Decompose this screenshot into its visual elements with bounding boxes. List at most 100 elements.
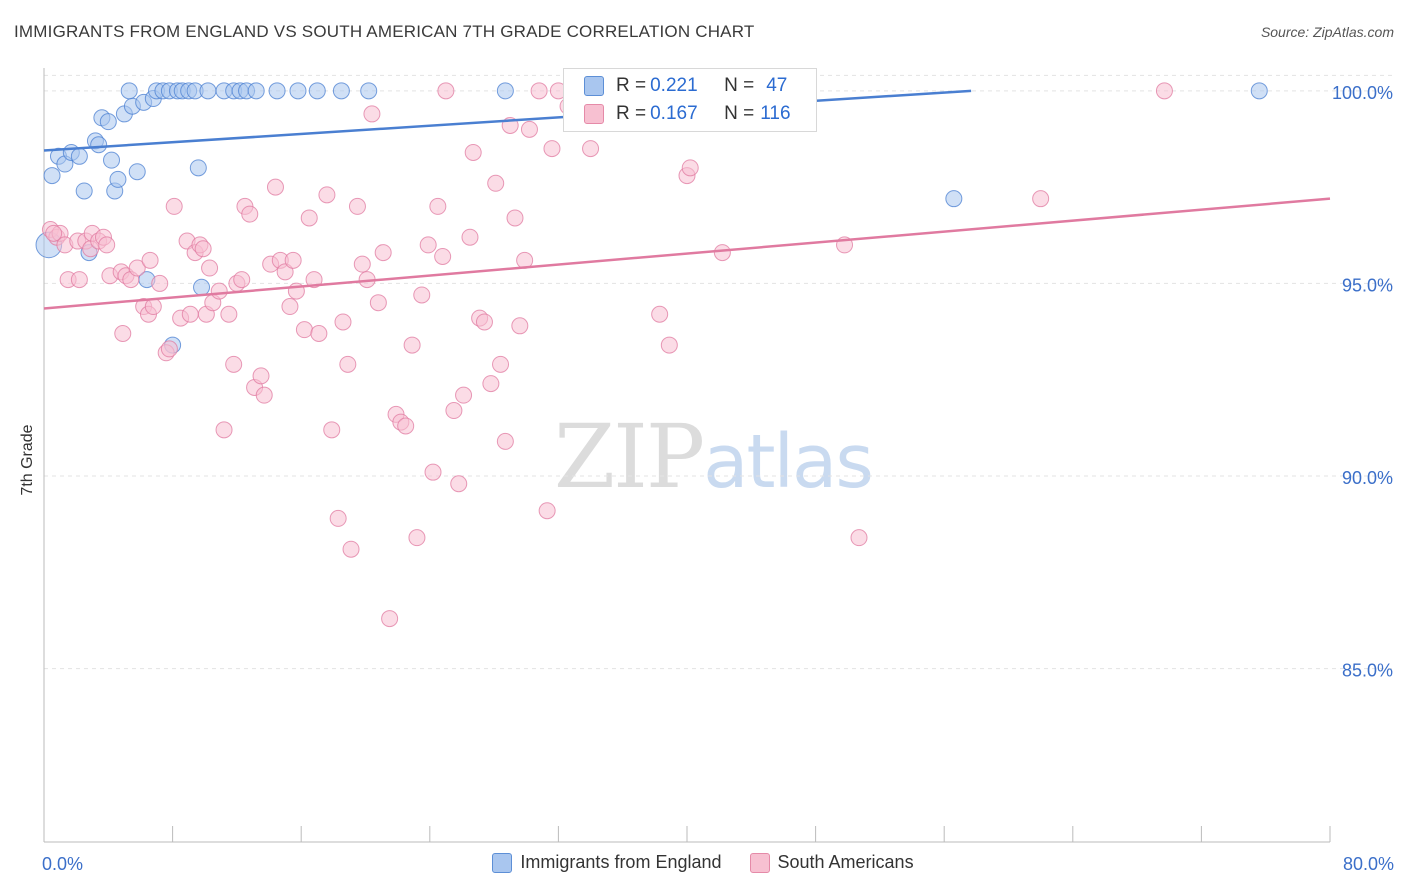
- trend-line-england: [43, 89, 972, 152]
- point-england: [332, 82, 350, 100]
- point-england: [199, 82, 217, 100]
- point-south-americans: [281, 298, 299, 316]
- point-south-americans: [151, 274, 169, 292]
- point-south-americans: [310, 325, 328, 343]
- point-south-americans: [160, 340, 178, 358]
- point-south-americans: [492, 355, 510, 373]
- point-south-americans: [437, 82, 455, 100]
- point-south-americans: [233, 271, 251, 289]
- point-south-americans: [582, 140, 600, 158]
- legend-item-south-americans[interactable]: South Americans: [749, 852, 914, 873]
- point-south-americans: [363, 105, 381, 123]
- point-south-americans: [681, 159, 699, 177]
- point-england: [75, 182, 93, 200]
- point-south-americans: [342, 540, 360, 558]
- point-south-americans: [300, 209, 318, 227]
- point-south-americans: [369, 294, 387, 312]
- point-south-americans: [329, 509, 347, 527]
- point-south-americans: [241, 205, 259, 223]
- england-n-label: N =: [724, 75, 755, 96]
- point-england: [945, 190, 963, 208]
- point-south-americans: [397, 417, 415, 435]
- point-south-americans: [455, 386, 473, 404]
- point-south-americans: [424, 463, 442, 481]
- point-south-americans: [201, 259, 219, 277]
- point-england: [99, 113, 117, 131]
- point-south-americans: [194, 240, 212, 258]
- point-south-americans: [403, 336, 421, 354]
- y-tick-label: 85.0%: [1342, 661, 1393, 681]
- point-south-americans: [305, 271, 323, 289]
- point-south-americans: [225, 355, 243, 373]
- point-england: [308, 82, 326, 100]
- point-south-americans: [445, 402, 463, 420]
- point-south-americans: [482, 375, 500, 393]
- point-england: [268, 82, 286, 100]
- point-england: [103, 151, 121, 169]
- point-south-americans: [651, 305, 669, 323]
- point-england: [43, 167, 61, 185]
- x-tick-label-max: 80.0%: [1343, 854, 1394, 874]
- trend-line-south-americans: [43, 197, 1331, 310]
- point-south-americans: [70, 271, 88, 289]
- point-south-americans: [1155, 82, 1173, 100]
- chart-title: IMMIGRANTS FROM ENGLAND VS SOUTH AMERICA…: [14, 22, 755, 41]
- stats-row-england: R = 0.221 N = 47: [584, 75, 787, 97]
- point-south-americans: [353, 255, 371, 273]
- point-south-americans: [128, 259, 146, 277]
- point-england: [120, 82, 138, 100]
- point-south-americans: [408, 529, 426, 547]
- legend-swatch-england: [492, 852, 513, 873]
- point-south-americans: [429, 197, 447, 215]
- point-south-americans: [318, 186, 336, 204]
- stats-legend: R = 0.221 N = 47 R = 0.167 N = 116: [563, 68, 817, 132]
- legend-label-south-americans: South Americans: [777, 852, 914, 872]
- point-england: [109, 170, 127, 188]
- south-americans-r-label: R =: [616, 103, 647, 124]
- point-south-americans: [475, 313, 493, 331]
- point-south-americans: [487, 174, 505, 192]
- point-south-americans: [434, 247, 452, 265]
- watermark: ZIPatlas: [554, 405, 874, 508]
- point-south-americans: [413, 286, 431, 304]
- point-south-americans: [381, 610, 399, 628]
- point-south-americans: [1032, 190, 1050, 208]
- point-south-americans: [660, 336, 678, 354]
- point-south-americans: [141, 251, 159, 269]
- point-south-americans: [530, 82, 548, 100]
- point-south-americans: [114, 325, 132, 343]
- point-south-americans: [266, 178, 284, 196]
- point-south-americans: [520, 120, 538, 138]
- legend-swatch-south-americans: [749, 852, 770, 873]
- south-americans-swatch: [584, 104, 604, 124]
- point-south-americans: [506, 209, 524, 227]
- point-south-americans: [144, 298, 162, 316]
- england-r-value: 0.221: [650, 75, 698, 96]
- bottom-legend: Immigrants from England South Americans: [0, 852, 1406, 873]
- point-england: [247, 82, 265, 100]
- point-england: [360, 82, 378, 100]
- point-south-americans: [339, 355, 357, 373]
- point-south-americans: [220, 305, 238, 323]
- point-south-americans: [295, 321, 313, 339]
- point-south-americans: [464, 143, 482, 161]
- point-england: [128, 163, 146, 181]
- y-tick-label: 100.0%: [1332, 83, 1393, 103]
- south-americans-r-value: 0.167: [650, 103, 698, 124]
- south-americans-n-label: N =: [724, 103, 755, 124]
- stats-row-south-americans: R = 0.167 N = 116: [584, 103, 791, 125]
- point-south-americans: [98, 236, 116, 254]
- point-south-americans: [215, 421, 233, 439]
- point-south-americans: [181, 305, 199, 323]
- point-south-americans: [255, 386, 273, 404]
- legend-item-england[interactable]: Immigrants from England: [492, 852, 722, 873]
- point-south-americans: [45, 224, 63, 242]
- point-england: [193, 278, 211, 296]
- point-south-americans: [323, 421, 341, 439]
- point-england: [189, 159, 207, 177]
- point-south-americans: [165, 197, 183, 215]
- y-tick-label: 90.0%: [1342, 468, 1393, 488]
- x-tick-label-min: 0.0%: [42, 854, 83, 874]
- point-south-americans: [276, 263, 294, 281]
- south-americans-n-value: 116: [760, 103, 791, 124]
